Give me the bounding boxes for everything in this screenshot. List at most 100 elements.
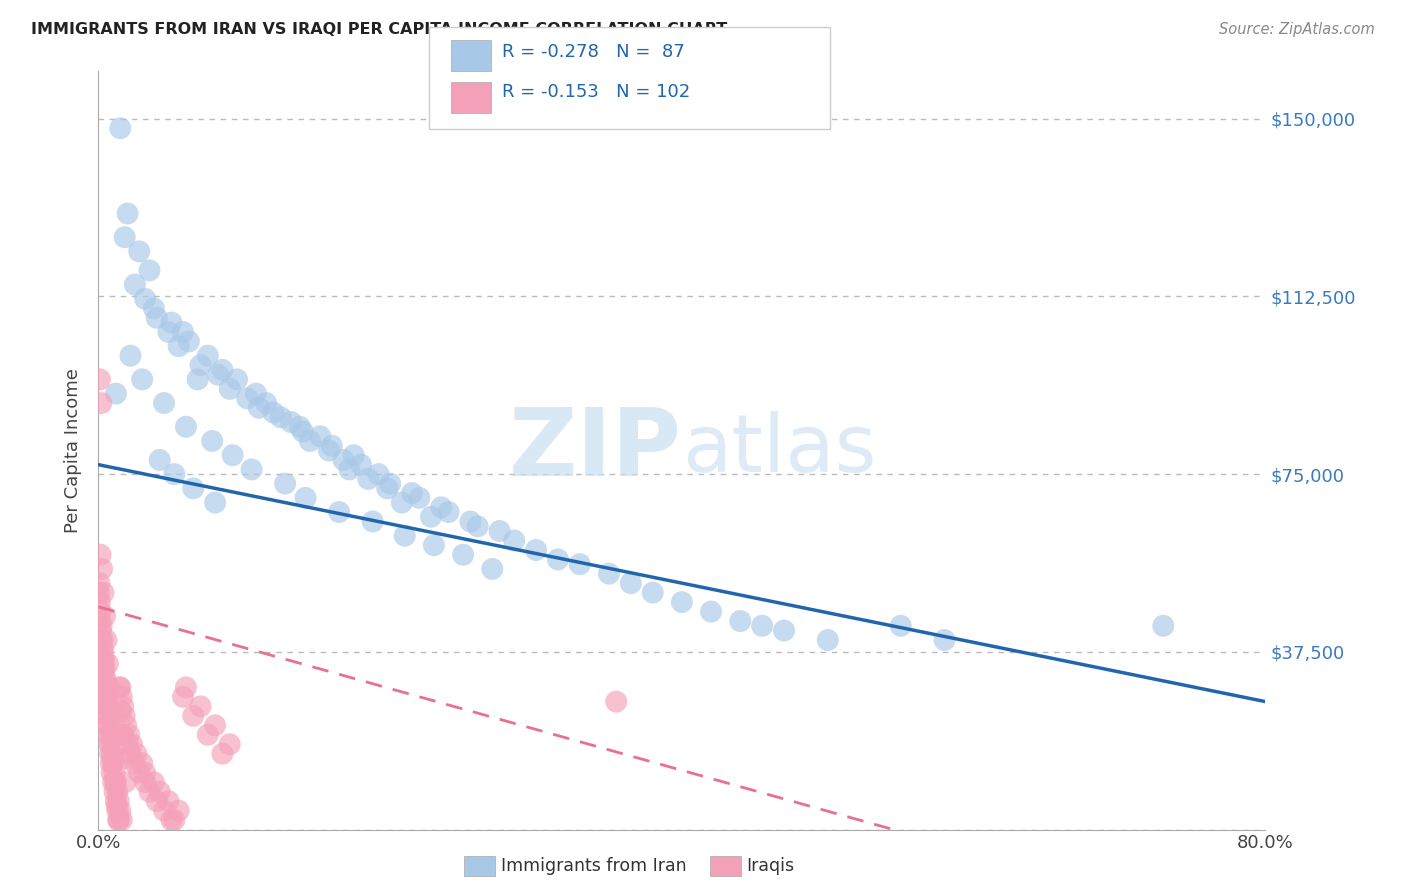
Point: [103, 785, 125, 799]
Text: R = -0.278   N =  87: R = -0.278 N = 87: [502, 43, 685, 61]
Point: [120, 747, 142, 761]
Point: [89, 595, 111, 609]
Point: [101, 775, 124, 789]
Point: [89, 585, 111, 599]
Point: [93, 585, 115, 599]
Point: [488, 524, 510, 538]
Point: [91, 642, 114, 657]
Point: [420, 509, 443, 524]
Point: [112, 728, 135, 742]
Point: [817, 633, 839, 648]
Point: [291, 425, 314, 439]
Point: [134, 775, 156, 789]
Point: [108, 681, 131, 695]
Point: [100, 765, 122, 780]
Point: [204, 495, 226, 509]
Point: [131, 756, 153, 771]
Point: [361, 515, 384, 529]
Point: [90, 624, 112, 638]
Point: [254, 396, 277, 410]
Point: [174, 419, 197, 434]
Point: [115, 718, 138, 732]
Point: [94, 690, 117, 704]
Point: [226, 372, 249, 386]
Point: [98, 747, 121, 761]
Point: [134, 292, 156, 306]
Point: [280, 415, 302, 429]
Point: [934, 633, 956, 648]
Point: [245, 386, 267, 401]
Point: [105, 798, 128, 813]
Point: [146, 310, 169, 325]
Point: [89, 576, 111, 591]
Point: [97, 718, 120, 732]
Point: [274, 476, 297, 491]
Point: [408, 491, 430, 505]
Point: [101, 728, 124, 742]
Point: [294, 491, 316, 505]
Point: [890, 619, 912, 633]
Point: [641, 585, 664, 599]
Point: [321, 439, 343, 453]
Point: [110, 704, 132, 718]
Point: [598, 566, 620, 581]
Point: [94, 671, 117, 685]
Point: [163, 467, 186, 482]
Point: [121, 737, 143, 751]
Point: [90, 633, 112, 648]
Point: [93, 671, 115, 685]
Point: [211, 363, 233, 377]
Point: [138, 785, 160, 799]
Point: [90, 548, 112, 562]
Point: [503, 533, 526, 548]
Point: [91, 642, 114, 657]
Point: [104, 794, 127, 808]
Point: [201, 434, 224, 448]
Text: atlas: atlas: [682, 411, 876, 490]
Point: [204, 718, 226, 732]
Point: [671, 595, 693, 609]
Point: [700, 605, 723, 619]
Point: [343, 448, 366, 462]
Point: [111, 690, 134, 704]
Point: [318, 443, 340, 458]
Point: [108, 813, 131, 827]
Point: [100, 737, 122, 751]
Point: [177, 334, 200, 349]
Point: [98, 728, 121, 742]
Point: [357, 472, 380, 486]
Point: [110, 804, 132, 818]
Point: [91, 633, 114, 648]
Point: [149, 453, 172, 467]
Point: [163, 813, 186, 827]
Point: [751, 619, 773, 633]
Point: [98, 737, 121, 751]
Point: [128, 244, 150, 259]
Point: [332, 453, 354, 467]
Text: IMMIGRANTS FROM IRAN VS IRAQI PER CAPITA INCOME CORRELATION CHART: IMMIGRANTS FROM IRAN VS IRAQI PER CAPITA…: [31, 22, 727, 37]
Point: [120, 349, 142, 363]
Point: [94, 609, 117, 624]
Point: [197, 349, 219, 363]
Point: [730, 614, 752, 628]
Text: Immigrants from Iran: Immigrants from Iran: [501, 857, 686, 875]
Point: [337, 462, 360, 476]
Point: [288, 419, 311, 434]
Point: [93, 661, 115, 675]
Point: [101, 747, 124, 761]
Point: [104, 386, 127, 401]
Point: [96, 633, 118, 648]
Point: [104, 775, 127, 789]
Point: [110, 121, 132, 136]
Point: [114, 230, 136, 244]
Point: [380, 476, 402, 491]
Point: [97, 708, 120, 723]
Point: [110, 681, 132, 695]
Point: [142, 775, 165, 789]
Point: [247, 401, 270, 415]
Point: [1152, 619, 1174, 633]
Text: Source: ZipAtlas.com: Source: ZipAtlas.com: [1219, 22, 1375, 37]
Point: [98, 681, 121, 695]
Point: [125, 747, 148, 761]
Point: [101, 756, 124, 771]
